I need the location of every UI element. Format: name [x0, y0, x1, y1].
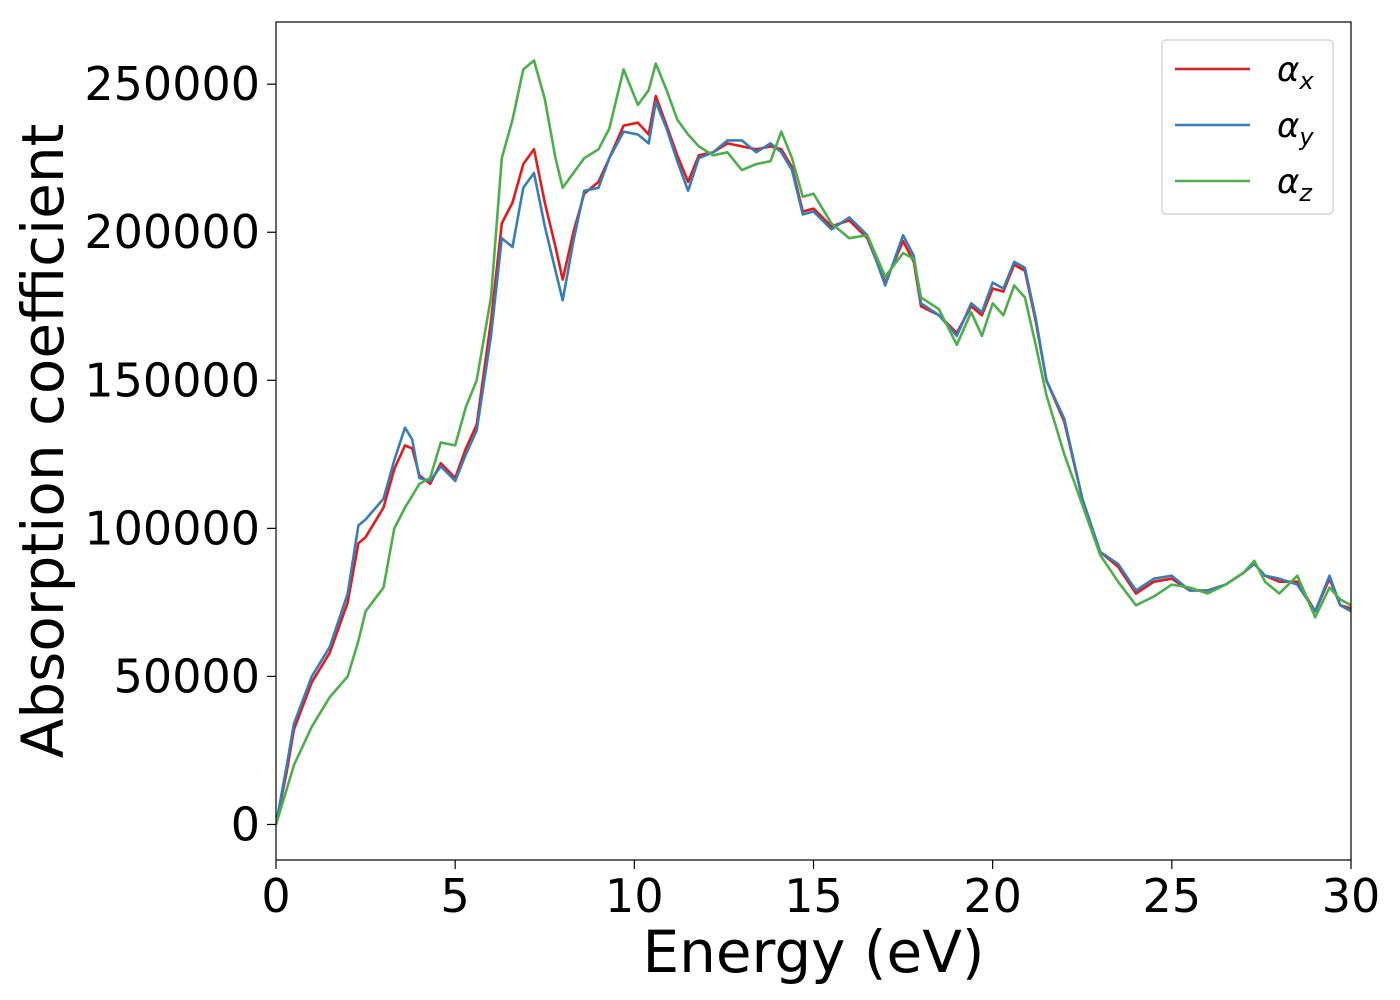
y-tick-label: 150000 [84, 353, 260, 407]
x-tick-label: 0 [261, 869, 290, 923]
y-tick-label: 50000 [114, 649, 260, 703]
y-tick-label: 0 [231, 797, 260, 851]
legend-label-subscript: z [1298, 179, 1313, 207]
x-tick-label: 20 [963, 869, 1022, 923]
legend-label-base: α [1277, 162, 1299, 202]
legend-label-subscript: y [1298, 123, 1314, 151]
y-tick-label: 100000 [84, 501, 260, 555]
legend-label-alpha-x: αx [1277, 50, 1314, 95]
x-tick-label: 30 [1322, 869, 1381, 923]
series-line-alpha-y [276, 100, 1351, 825]
x-tick-label: 25 [1143, 869, 1202, 923]
x-tick-label: 5 [441, 869, 470, 923]
legend-label-base: α [1277, 106, 1299, 146]
series-line-alpha-z [276, 59, 1351, 825]
x-axis-title: Energy (eV) [642, 918, 984, 986]
legend-label-alpha-y: αy [1277, 106, 1314, 151]
y-tick-label: 200000 [84, 205, 260, 259]
legend-label-base: α [1277, 50, 1299, 90]
legend-label-alpha-z: αz [1277, 162, 1313, 207]
series-layer [276, 59, 1351, 825]
x-axis: 0 5 10 15 20 25 30 [261, 860, 1380, 923]
y-axis-title: Absorption coefficient [9, 124, 77, 759]
legend-label-subscript: x [1298, 67, 1314, 95]
legend-box [1161, 39, 1334, 215]
x-tick-label: 10 [605, 869, 664, 923]
x-tick-label: 15 [784, 869, 843, 923]
y-tick-label: 250000 [84, 57, 260, 111]
y-axis: 0 50000 100000 150000 200000 250000 [84, 57, 276, 851]
